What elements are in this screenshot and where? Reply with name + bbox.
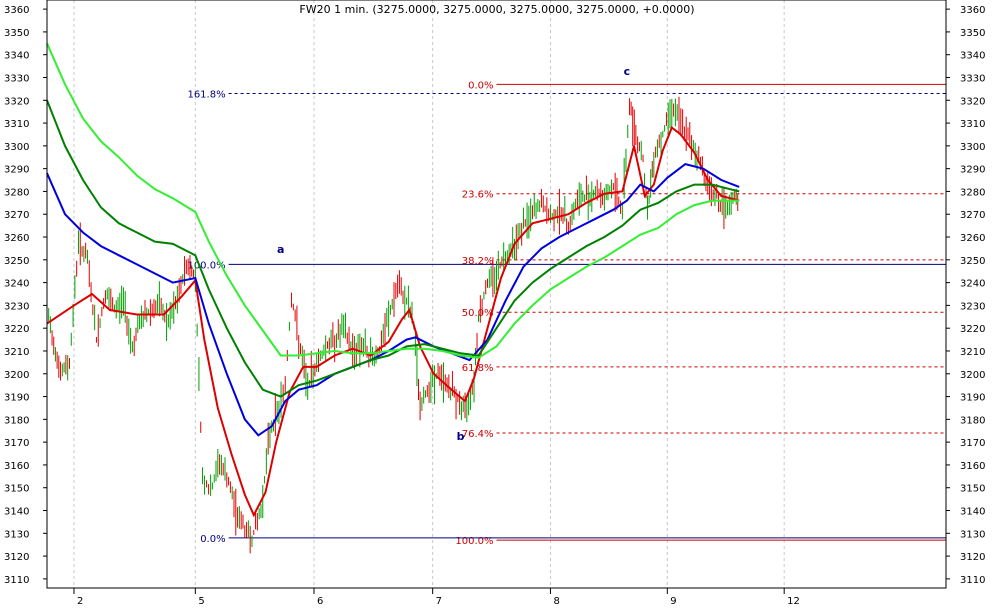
series-line-red	[46, 125, 740, 518]
y-tick-label-right: 3160	[960, 461, 985, 472]
y-tick-label-left: 3330	[4, 73, 29, 84]
x-tick-label: 6	[317, 596, 323, 607]
x-tick-label: 9	[670, 596, 676, 607]
fib-level-label: 38.2%	[462, 256, 494, 267]
y-tick-label-right: 3360	[960, 5, 985, 16]
y-tick-label-left: 3160	[4, 461, 29, 472]
y-tick-label-left: 3140	[4, 507, 29, 518]
y-tick-label-right: 3350	[960, 28, 985, 39]
y-tick-label-left: 3350	[4, 28, 29, 39]
y-tick-label-right: 3270	[960, 210, 985, 221]
y-tick-label-right: 3310	[960, 119, 985, 130]
x-tick-label: 8	[553, 596, 559, 607]
y-tick-label-left: 3170	[4, 438, 29, 449]
y-tick-label-right: 3340	[960, 51, 985, 62]
y-tick-label-left: 3220	[4, 324, 29, 335]
y-tick-label-right: 3200	[960, 370, 985, 381]
series-line-blue	[46, 163, 740, 437]
y-tick-label-right: 3300	[960, 142, 985, 153]
y-tick-label-left: 3210	[4, 347, 29, 358]
y-tick-label-right: 3110	[960, 575, 985, 586]
y-tick-label-right: 3230	[960, 301, 985, 312]
series-line-darkgreen	[46, 99, 740, 398]
swing-label-b: b	[457, 430, 465, 443]
fib-level-label: 0.0%	[468, 80, 493, 91]
y-tick-label-left: 3130	[4, 529, 29, 540]
x-tick-label: 12	[787, 596, 800, 607]
fib-level-label: 161.8%	[187, 89, 225, 100]
y-tick-label-left: 3120	[4, 552, 29, 563]
fib-level-label: 76.4%	[462, 429, 494, 440]
y-tick-label-right: 3180	[960, 415, 985, 426]
y-tick-label-left: 3250	[4, 256, 29, 267]
y-tick-label-right: 3130	[960, 529, 985, 540]
y-tick-label-left: 3110	[4, 575, 29, 586]
fib-level-label: 23.6%	[462, 190, 494, 201]
y-tick-label-right: 3280	[960, 187, 985, 198]
y-tick-label-left: 3360	[4, 5, 29, 16]
fib-level-label: 100.0%	[455, 536, 493, 547]
y-tick-label-left: 3280	[4, 187, 29, 198]
y-tick-label-left: 3300	[4, 142, 29, 153]
y-tick-label-right: 3220	[960, 324, 985, 335]
y-tick-label-left: 3260	[4, 233, 29, 244]
y-tick-label-left: 3320	[4, 96, 29, 107]
y-tick-label-left: 3230	[4, 301, 29, 312]
y-tick-label-right: 3320	[960, 96, 985, 107]
fib-level-label: 50.0%	[462, 308, 494, 319]
y-tick-label-right: 3290	[960, 165, 985, 176]
swing-label-c: c	[624, 65, 631, 78]
y-tick-label-left: 3190	[4, 393, 29, 404]
series-line-lightgreen	[46, 42, 740, 359]
x-tick-label: 2	[77, 596, 83, 607]
y-tick-label-left: 3180	[4, 415, 29, 426]
y-tick-label-left: 3310	[4, 119, 29, 130]
axis-layer: 3110 3110 3120 3120 3130 3130 3140 3140 3150 3150…	[4, 0, 985, 607]
y-tick-label-left: 3270	[4, 210, 29, 221]
x-tick-label: 5	[198, 596, 204, 607]
y-tick-label-left: 3290	[4, 165, 29, 176]
grid-layer	[73, 0, 785, 588]
y-tick-label-right: 3240	[960, 279, 985, 290]
label-layer: a b c	[277, 65, 630, 443]
swing-label-a: a	[277, 243, 284, 256]
y-tick-label-right: 3120	[960, 552, 985, 563]
y-tick-label-right: 3150	[960, 484, 985, 495]
series-layer	[46, 42, 740, 518]
plot-frame	[46, 0, 947, 589]
y-tick-label-right: 3330	[960, 73, 985, 84]
y-tick-label-right: 3170	[960, 438, 985, 449]
y-tick-label-right: 3250	[960, 256, 985, 267]
y-tick-label-left: 3150	[4, 484, 29, 495]
y-tick-label-left: 3200	[4, 370, 29, 381]
x-tick-label: 7	[436, 596, 442, 607]
chart-title: FW20 1 min. (3275.0000, 3275.0000, 3275.…	[299, 3, 694, 16]
y-tick-label-right: 3190	[960, 393, 985, 404]
y-tick-label-left: 3340	[4, 51, 29, 62]
fib-level-label: 100.0%	[187, 260, 225, 271]
fib-level-label: 0.0%	[200, 534, 225, 545]
y-tick-label-right: 3260	[960, 233, 985, 244]
y-tick-label-right: 3210	[960, 347, 985, 358]
y-tick-label-right: 3140	[960, 507, 985, 518]
y-tick-label-left: 3240	[4, 279, 29, 290]
